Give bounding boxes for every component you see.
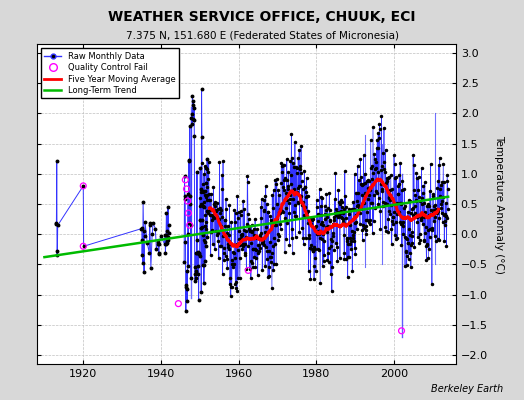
Point <box>183 198 192 204</box>
Text: Berkeley Earth: Berkeley Earth <box>431 384 503 394</box>
Point <box>181 177 190 183</box>
Point <box>244 267 253 274</box>
Y-axis label: Temperature Anomaly (°C): Temperature Anomaly (°C) <box>495 134 505 274</box>
Point <box>79 183 88 189</box>
Point <box>182 186 191 192</box>
Point <box>184 210 193 216</box>
Legend: Raw Monthly Data, Quality Control Fail, Five Year Moving Average, Long-Term Tren: Raw Monthly Data, Quality Control Fail, … <box>41 48 179 98</box>
Point <box>79 243 88 250</box>
Point <box>185 222 194 228</box>
Point <box>397 328 406 334</box>
Text: WEATHER SERVICE OFFICE, CHUUK, ECI: WEATHER SERVICE OFFICE, CHUUK, ECI <box>108 10 416 24</box>
Text: 7.375 N, 151.680 E (Federated States of Micronesia): 7.375 N, 151.680 E (Federated States of … <box>126 30 398 40</box>
Point <box>174 300 182 307</box>
